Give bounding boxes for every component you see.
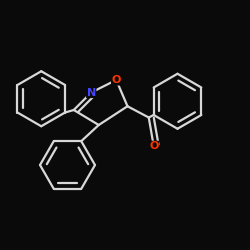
Text: O: O [149,141,158,151]
Text: O: O [112,75,121,85]
Text: N: N [87,88,96,98]
